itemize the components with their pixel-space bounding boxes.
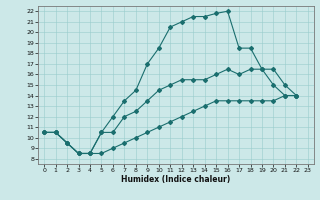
X-axis label: Humidex (Indice chaleur): Humidex (Indice chaleur): [121, 175, 231, 184]
